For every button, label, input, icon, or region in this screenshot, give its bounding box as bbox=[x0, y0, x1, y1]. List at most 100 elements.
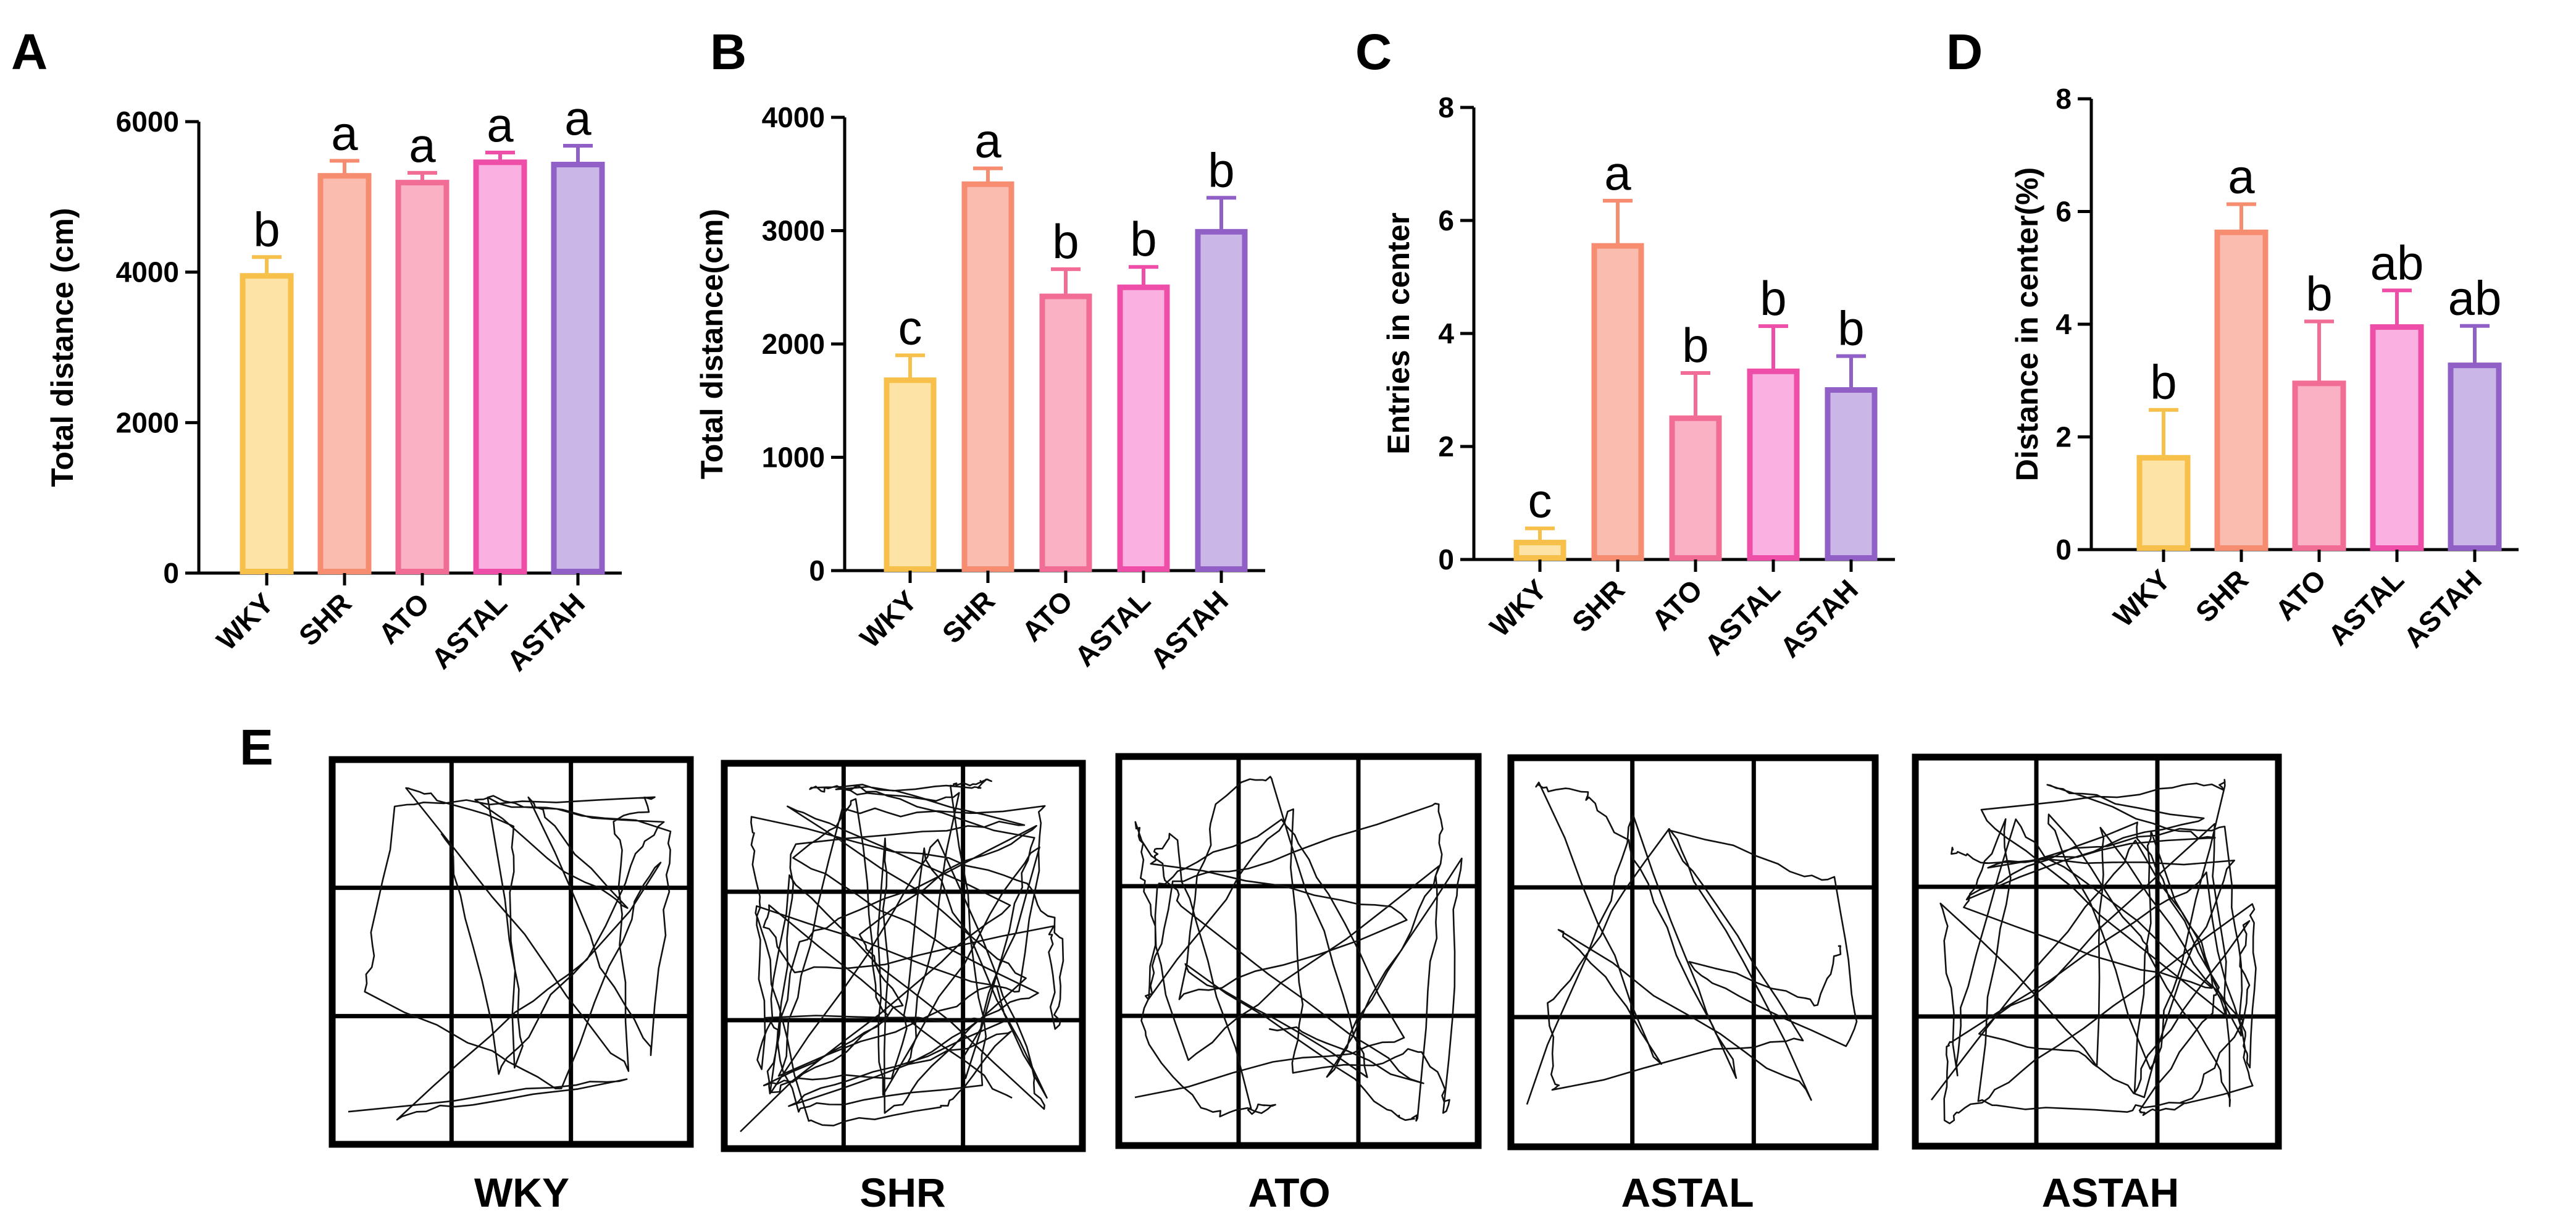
y-tick-label: 4000 bbox=[116, 256, 179, 288]
x-tick-label: ASTAL bbox=[425, 587, 513, 675]
x-tick-label: WKY bbox=[1483, 573, 1553, 643]
y-tick-label: 8 bbox=[1438, 91, 1454, 124]
track-plot-astal: ASTAL bbox=[1507, 754, 1879, 1215]
x-tick-label: ASTAL bbox=[2322, 563, 2410, 652]
significance-letter: b bbox=[1052, 214, 1079, 269]
y-tick-label: 0 bbox=[163, 557, 179, 589]
chart-b: 0 1000 2000 3000 4000 Total distance(cm) WKY c S… bbox=[695, 101, 1265, 675]
significance-letter: a bbox=[2228, 149, 2255, 204]
x-tick-label: SHR bbox=[2189, 563, 2254, 628]
significance-letter: b bbox=[253, 202, 280, 256]
bar-astah bbox=[1195, 228, 1248, 572]
track-plot-ato: ATO bbox=[1115, 753, 1482, 1215]
x-tick-label: SHR bbox=[293, 587, 358, 652]
significance-letter: c bbox=[1528, 474, 1552, 528]
track-label: ATO bbox=[1248, 1170, 1330, 1215]
x-tick-label: SHR bbox=[1566, 573, 1631, 638]
x-tick-label: ATO bbox=[372, 587, 435, 650]
x-tick-label: ATO bbox=[1016, 584, 1079, 647]
track-plot-wky: WKY bbox=[328, 756, 694, 1215]
trajectory-path bbox=[1930, 779, 2257, 1125]
significance-letter: b bbox=[2150, 355, 2177, 409]
bar-astal bbox=[473, 159, 527, 575]
panel-letter-e: E bbox=[240, 719, 274, 776]
y-tick-label: 0 bbox=[809, 555, 825, 587]
y-tick-label: 4 bbox=[2055, 308, 2072, 340]
chart-c: 0 2 4 6 8 Entries in center WKY c SHR a ATO b ASTAL b… bbox=[1381, 91, 1895, 664]
y-tick-label: 0 bbox=[1438, 543, 1454, 576]
bar-astah bbox=[2448, 362, 2502, 551]
track-plot-shr: SHR bbox=[721, 760, 1086, 1215]
track-label: SHR bbox=[859, 1170, 945, 1215]
panel-letter-b: B bbox=[710, 24, 746, 80]
y-tick-label: 2 bbox=[1438, 430, 1454, 463]
significance-letter: a bbox=[1604, 146, 1631, 200]
significance-letter: b bbox=[2306, 266, 2332, 321]
x-tick-label: ASTAH bbox=[1144, 584, 1234, 674]
bar-shr bbox=[2214, 229, 2269, 551]
bar-wky bbox=[884, 377, 937, 572]
arena-border bbox=[1507, 754, 1879, 1150]
x-tick-label: ASTAH bbox=[501, 587, 591, 677]
significance-letter: ab bbox=[2448, 271, 2502, 325]
significance-letter: b bbox=[1838, 301, 1864, 356]
significance-letter: a bbox=[974, 114, 1002, 168]
bar-shr bbox=[1591, 243, 1644, 561]
arena-border bbox=[1115, 753, 1482, 1149]
y-tick-label: 6 bbox=[1438, 204, 1454, 237]
bar-wky bbox=[240, 273, 294, 574]
chart-a: 0 2000 4000 6000 Total distance (cm) WKY b SHR a… bbox=[45, 91, 622, 677]
x-tick-label: ASTAL bbox=[1698, 573, 1786, 661]
y-tick-label: 4 bbox=[1438, 317, 1454, 350]
bar-shr bbox=[961, 181, 1014, 572]
x-tick-label: ATO bbox=[2269, 563, 2332, 626]
y-tick-label: 3000 bbox=[762, 215, 825, 247]
bar-astal bbox=[1747, 368, 1800, 561]
y-tick-label: 2000 bbox=[116, 406, 179, 438]
y-tick-label: 6 bbox=[2055, 196, 2072, 228]
y-tick-label: 6000 bbox=[116, 106, 179, 138]
trajectory-path bbox=[1526, 781, 1858, 1105]
track-label: ASTAL bbox=[1621, 1170, 1754, 1215]
x-tick-label: WKY bbox=[853, 584, 923, 654]
y-axis-title: Total distance(cm) bbox=[695, 209, 729, 479]
trajectory-path bbox=[740, 778, 1064, 1133]
x-tick-label: ASTAH bbox=[2398, 563, 2488, 653]
bar-wky bbox=[1513, 540, 1566, 561]
significance-letter: c bbox=[898, 300, 922, 354]
significance-letter: ab bbox=[2370, 235, 2424, 290]
bar-shr bbox=[317, 173, 372, 575]
x-tick-label: WKY bbox=[210, 587, 280, 656]
y-tick-label: 8 bbox=[2055, 83, 2072, 115]
y-axis-title: Distance in center(%) bbox=[2010, 167, 2044, 481]
bar-wky bbox=[2136, 455, 2191, 551]
y-tick-label: 0 bbox=[2055, 534, 2072, 566]
x-tick-label: SHR bbox=[936, 584, 1001, 649]
y-axis-title: Entries in center bbox=[1381, 212, 1416, 455]
significance-letter: b bbox=[1130, 212, 1156, 266]
y-axis-title: Total distance (cm) bbox=[45, 208, 80, 487]
significance-letter: b bbox=[1760, 271, 1786, 325]
significance-letter: a bbox=[487, 98, 514, 152]
track-label: WKY bbox=[474, 1170, 569, 1215]
panel-letter-a: A bbox=[11, 24, 48, 80]
chart-d: 0 2 4 6 8 Distance in center(%) WKY b SHR a ATO b AS… bbox=[2010, 83, 2519, 654]
y-tick-label: 1000 bbox=[762, 442, 825, 474]
bar-astal bbox=[2370, 324, 2424, 551]
trajectory-path bbox=[1134, 776, 1463, 1122]
significance-letter: a bbox=[409, 118, 436, 172]
x-tick-label: ASTAH bbox=[1774, 573, 1864, 663]
bar-astal bbox=[1117, 284, 1170, 572]
bar-ato bbox=[1039, 293, 1092, 572]
y-tick-label: 2000 bbox=[762, 328, 825, 360]
bar-ato bbox=[1669, 415, 1722, 561]
track-label: ASTAH bbox=[2042, 1170, 2179, 1215]
track-plot-astah: ASTAH bbox=[1912, 753, 2282, 1215]
significance-letter: b bbox=[1208, 143, 1234, 197]
trajectory-path bbox=[348, 787, 672, 1121]
bar-astah bbox=[1825, 387, 1878, 561]
bar-ato bbox=[395, 180, 450, 574]
x-tick-label: ASTAL bbox=[1068, 584, 1156, 673]
significance-letter: b bbox=[1682, 318, 1708, 372]
